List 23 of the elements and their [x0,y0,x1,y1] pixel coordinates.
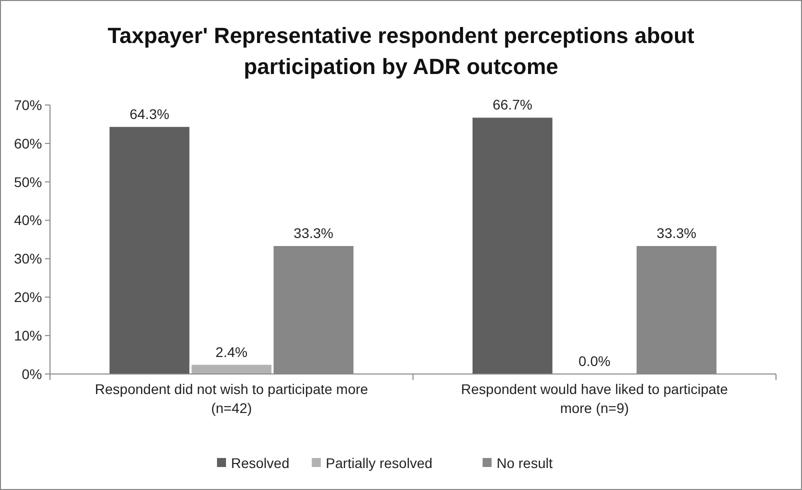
data-label: 64.3% [130,106,170,122]
y-tick-label: 20% [14,289,42,306]
y-tick-label: 0% [22,366,42,382]
bar [110,126,190,374]
data-label: 33.3% [656,225,696,242]
legend-label: Resolved [231,454,290,471]
data-label: 2.4% [216,344,248,360]
x-tick-label: Respondent would have liked to participate more (n=9) [461,381,728,416]
y-tick-label: 30% [14,250,42,267]
legend-label: Partially resolved [326,454,432,471]
chart-title: Taxpayer' Representative respondent perceptions about participation by ADR outcome [108,23,696,79]
bar [472,118,552,374]
y-tick-label: 60% [14,135,42,152]
data-label: 33.3% [294,225,334,242]
legend-label: No result [496,454,553,471]
bar [192,364,272,374]
data-label: 0.0% [578,353,610,369]
y-tick-label: 70% [14,96,42,113]
x-tick-label: Respondent did not wish to participate more (n=42) [94,381,368,416]
y-tick-label: 50% [14,174,42,190]
y-tick-label: 10% [14,327,42,344]
y-tick-label: 40% [14,212,42,228]
data-label: 66.7% [492,96,532,113]
